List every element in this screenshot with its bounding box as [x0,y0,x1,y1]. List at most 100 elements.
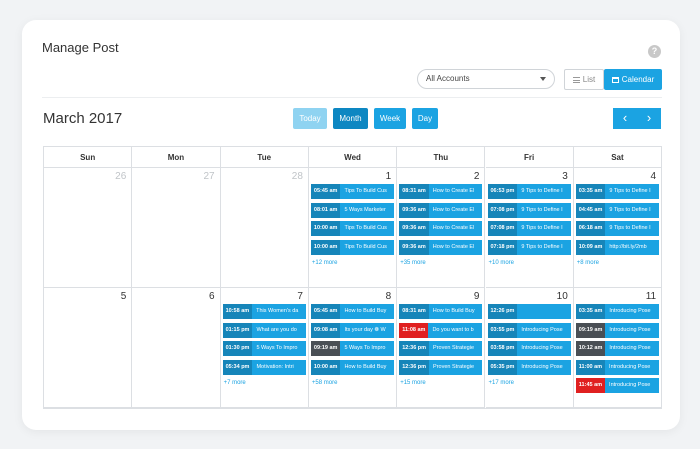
day-cell[interactable]: 4 03:35 am 9 Tips to Define I 04:45 am 9 Tip… [573,168,663,288]
post-event[interactable]: 10:12 am Introducing Pose [575,341,660,356]
post-title: http://bit.ly/2mb [609,243,647,250]
post-title: Motivation: Intri [256,363,294,370]
day-cell[interactable]: 8 05:45 am How to Build Buy 09:08 am Its you… [308,288,398,408]
post-event[interactable]: 09:19 am Introducing Pose [575,322,660,338]
post-event[interactable]: 08:31 am How to Create El [399,184,483,199]
day-cell[interactable]: 3 06:53 pm 9 Tips to Define I 07:08 pm 9 Tip… [485,168,574,288]
day-cell[interactable]: 28 [220,168,309,288]
day-cell[interactable]: 26 [44,168,133,288]
post-event[interactable]: 10:58 am This Women's da [222,304,306,319]
post-time: 10:00 am [310,239,341,255]
calendar-view-label: Calendar [621,75,655,84]
calendar-icon [611,77,619,83]
post-title: 5 Ways To Impro [344,345,386,351]
week-view-button[interactable]: Week [374,108,406,129]
post-title: 5 Ways Marketer [344,206,386,213]
post-event[interactable]: 09:36 am How to Create El [399,239,483,255]
more-posts-link[interactable]: +10 more [488,260,515,266]
day-number: 2 [473,171,480,182]
more-posts-link[interactable]: +7 more [223,380,246,386]
post-event[interactable]: 05:45 am Tips To Build Cus [310,184,395,199]
day-cell[interactable]: 10 12:26 pm 03:55 pm Introducing Pose 03:58 … [485,288,574,408]
day-cell[interactable]: 1 05:45 am Tips To Build Cus 08:01 am 5 Ways… [308,168,398,288]
post-time: 10:09 am [575,239,606,255]
post-title: Proven Strategie [433,363,475,370]
post-event[interactable]: 07:08 pm 9 Tips to Define I [487,202,571,218]
post-event[interactable]: 08:01 am 5 Ways Marketer [310,202,395,218]
day-number: 10 [556,291,568,302]
post-time: 09:19 am [310,341,341,356]
post-title: How to Create El [432,225,475,231]
list-view-button[interactable]: List [564,69,604,90]
post-event[interactable]: 03:58 pm Introducing Pose [487,341,571,356]
post-time: 07:08 pm [487,202,518,218]
post-title: This Women's da [256,308,299,314]
post-event[interactable]: 12:36 pm Proven Strategie [399,359,483,375]
post-time: 08:31 am [399,184,429,199]
post-event[interactable]: 05:45 am How to Build Buy [310,304,395,319]
post-title: Introducing Pose [609,382,651,388]
post-event[interactable]: 03:55 pm Introducing Pose [487,322,571,338]
page-title: Manage Post [42,40,119,55]
today-button[interactable]: Today [293,108,327,129]
post-event[interactable]: 12:26 pm [487,304,571,319]
post-event[interactable]: 06:18 am 9 Tips to Define I [575,221,660,236]
month-view-button[interactable]: Month [333,108,368,129]
post-time: 05:34 pm [222,359,253,375]
post-time: 03:58 pm [487,341,518,356]
day-cell[interactable]: 9 08:31 am How to Build Buy 11:08 am Do you … [397,288,486,408]
day-view-button[interactable]: Day [412,108,438,129]
calendar-grid: Sun Mon Tue Wed Thu Fri Sat 26 27 28 1 05:45 am Tips… [43,146,663,409]
accounts-select[interactable]: All Accounts [417,69,555,89]
day-cell[interactable]: 7 10:58 am This Women's da 01:15 pm What are… [220,288,309,408]
post-time: 05:45 am [310,304,341,319]
day-number: 26 [115,171,127,182]
day-cell[interactable]: 2 08:31 am How to Create El 09:36 am How to … [397,168,486,288]
post-event[interactable]: 06:53 pm 9 Tips to Define I [487,184,571,199]
post-event[interactable]: 10:00 am Tips To Build Cus [310,221,395,236]
post-event[interactable]: 09:19 am 5 Ways To Impro [310,341,395,356]
post-event[interactable]: 03:35 am 9 Tips to Define I [575,184,660,199]
more-posts-link[interactable]: +8 more [576,260,599,266]
more-posts-link[interactable]: +12 more [311,260,338,266]
more-posts-link[interactable]: +15 more [400,380,426,386]
list-view-label: List [582,75,596,84]
post-event[interactable]: 10:00 am How to Build Buy [310,359,395,375]
day-cell[interactable]: 5 [44,288,133,408]
post-event[interactable]: 12:36 pm Proven Strategie [399,341,483,356]
post-event[interactable]: 03:35 am Introducing Pose [575,304,660,319]
prev-month-button[interactable]: ‹ [613,108,637,129]
more-posts-link[interactable]: +35 more [400,260,426,266]
post-event[interactable]: 01:30 pm 5 Ways To Impro [222,341,306,356]
day-cell[interactable]: 11 03:35 am Introducing Pose 09:19 am Introd… [573,288,663,408]
post-event[interactable]: 09:08 am Its your day ❁ W [310,322,395,338]
day-cell[interactable]: 27 [132,168,221,288]
post-event[interactable]: 05:35 pm Introducing Pose [487,359,571,375]
more-posts-link[interactable]: +17 more [488,380,515,386]
post-event[interactable]: 07:18 pm 9 Tips to Define I [487,239,571,255]
post-title: Proven Strategie [433,345,475,351]
post-event[interactable]: 05:34 pm Motivation: Intri [222,359,306,375]
post-event[interactable]: 09:36 am How to Create El [399,221,483,236]
post-event[interactable]: 04:45 am 9 Tips to Define I [575,202,660,218]
post-time: 03:35 am [575,184,606,199]
post-event[interactable]: 10:09 am http://bit.ly/2mb [575,239,660,255]
post-event[interactable]: 11:08 am Do you want to b [399,322,483,338]
post-time: 12:36 pm [399,359,430,375]
post-event[interactable]: 07:08 pm 9 Tips to Define I [487,221,571,236]
post-title: 9 Tips to Define I [609,188,651,194]
calendar-view-button[interactable]: Calendar [604,69,662,90]
header-divider [42,97,662,98]
post-event[interactable]: 11:45 am Introducing Pose [575,378,660,393]
day-cell[interactable]: 6 [132,288,221,408]
post-title: Tips To Build Cus [344,225,387,231]
post-event[interactable]: 11:00 am Introducing Pose [575,359,660,375]
post-time: 07:18 pm [487,239,518,255]
post-event[interactable]: 08:31 am How to Build Buy [399,304,483,319]
post-event[interactable]: 01:15 pm What are you do [222,322,306,338]
post-event[interactable]: 09:36 am How to Create El [399,202,483,218]
next-month-button[interactable]: › [637,108,661,129]
more-posts-link[interactable]: +58 more [311,380,338,386]
post-event[interactable]: 10:00 am Tips To Build Cus [310,239,395,255]
help-icon[interactable]: ? [648,45,661,58]
